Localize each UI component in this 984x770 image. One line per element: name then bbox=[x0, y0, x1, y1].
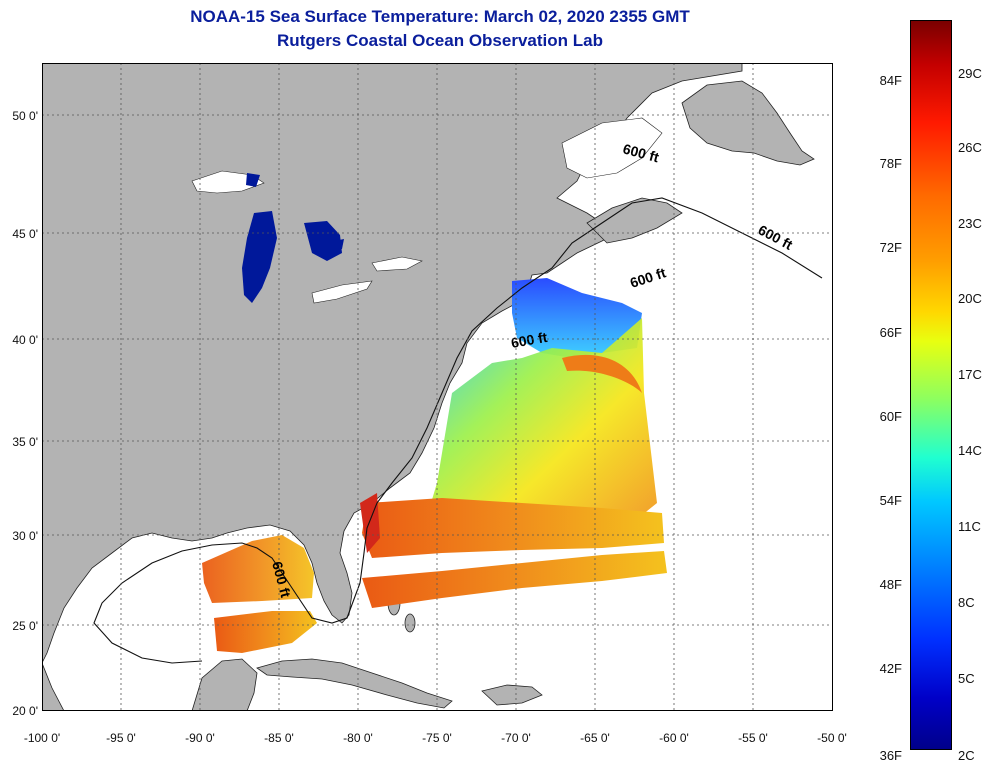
sst-western-atlantic bbox=[422, 318, 657, 543]
sst-south-swath bbox=[362, 498, 664, 558]
land bbox=[42, 63, 815, 711]
colorbar-c-label: 8C bbox=[958, 595, 975, 610]
colorbar-c-label: 14C bbox=[958, 443, 982, 458]
lon-tick-label: -70 0' bbox=[501, 731, 531, 745]
cuba-land bbox=[256, 658, 453, 709]
sst-lower-swath bbox=[362, 551, 667, 608]
colorbar-c-label: 11C bbox=[958, 519, 981, 534]
lat-tick-label: 30 0' bbox=[12, 529, 38, 543]
gulf-st-lawrence bbox=[561, 117, 663, 179]
lat-tick-label: 35 0' bbox=[12, 435, 38, 449]
colorbar-f-label: 78F bbox=[879, 156, 902, 171]
lon-tick-label: -95 0' bbox=[106, 731, 136, 745]
colorbar-f-label: 48F bbox=[879, 577, 902, 592]
map-subtitle: Rutgers Coastal Ocean Observation Lab bbox=[277, 31, 603, 50]
lon-tick-label: -65 0' bbox=[580, 731, 610, 745]
colorbar-f-label: 72F bbox=[879, 240, 902, 255]
yucatan-land bbox=[191, 658, 258, 711]
lat-tick-label: 20 0' bbox=[12, 704, 38, 718]
lon-tick-label: -90 0' bbox=[185, 731, 215, 745]
newfoundland-land bbox=[681, 80, 815, 166]
lake-erie bbox=[311, 280, 373, 304]
depth-contours bbox=[93, 197, 823, 664]
lat-tick-label: 50 0' bbox=[12, 109, 38, 123]
lake-superior bbox=[191, 170, 265, 194]
colorbar-c-label: 5C bbox=[958, 671, 975, 686]
sst-gulf-lower bbox=[214, 611, 317, 653]
lat-tick-label: 40 0' bbox=[12, 333, 38, 347]
colorbar-f-label: 42F bbox=[879, 661, 902, 676]
map-frame bbox=[42, 63, 833, 711]
nova-scotia-land bbox=[586, 197, 683, 244]
lon-tick-label: -80 0' bbox=[343, 731, 373, 745]
lake-michigan bbox=[242, 211, 277, 303]
north-america-land bbox=[42, 63, 743, 664]
lat-tick-label: 45 0' bbox=[12, 227, 38, 241]
lat-lon-grid bbox=[42, 63, 833, 711]
lat-tick-label: 25 0' bbox=[12, 619, 38, 633]
colorbar-f-label: 36F bbox=[879, 748, 902, 763]
hispaniola-land bbox=[481, 684, 543, 706]
great-lakes bbox=[191, 170, 423, 304]
lon-tick-label: -100 0' bbox=[23, 731, 61, 745]
lake-ontario bbox=[371, 256, 423, 272]
map-title: NOAA-15 Sea Surface Temperature: March 0… bbox=[190, 7, 690, 26]
sst-swaths bbox=[202, 278, 667, 653]
colorbar-c-label: 17C bbox=[958, 367, 982, 382]
mexico-land bbox=[42, 662, 65, 711]
colorbar-c-label: 2C bbox=[958, 748, 975, 763]
contour-label: 600 ft bbox=[510, 329, 549, 351]
lon-tick-label: -75 0' bbox=[422, 731, 452, 745]
sst-map: 600 ft 600 ft 600 ft 600 ft 600 ft bbox=[42, 63, 833, 711]
colorbar-c-label: 26C bbox=[958, 140, 982, 155]
colorbar-f-label: 60F bbox=[879, 409, 902, 424]
lon-tick-label: -60 0' bbox=[659, 731, 689, 745]
temperature-colorbar bbox=[910, 20, 952, 750]
sst-gulf-of-maine bbox=[512, 278, 642, 358]
lon-tick-label: -50 0' bbox=[817, 731, 847, 745]
lon-tick-label: -85 0' bbox=[264, 731, 294, 745]
colorbar-f-label: 84F bbox=[879, 73, 902, 88]
lake-huron bbox=[304, 221, 342, 261]
sst-gulf-upper bbox=[202, 535, 314, 603]
colorbar-f-label: 66F bbox=[879, 325, 902, 340]
colorbar-f-label: 54F bbox=[879, 493, 902, 508]
lon-tick-label: -55 0' bbox=[738, 731, 768, 745]
colorbar-c-label: 23C bbox=[958, 216, 982, 231]
colorbar-c-label: 20C bbox=[958, 291, 982, 306]
colorbar-c-label: 29C bbox=[958, 66, 982, 81]
